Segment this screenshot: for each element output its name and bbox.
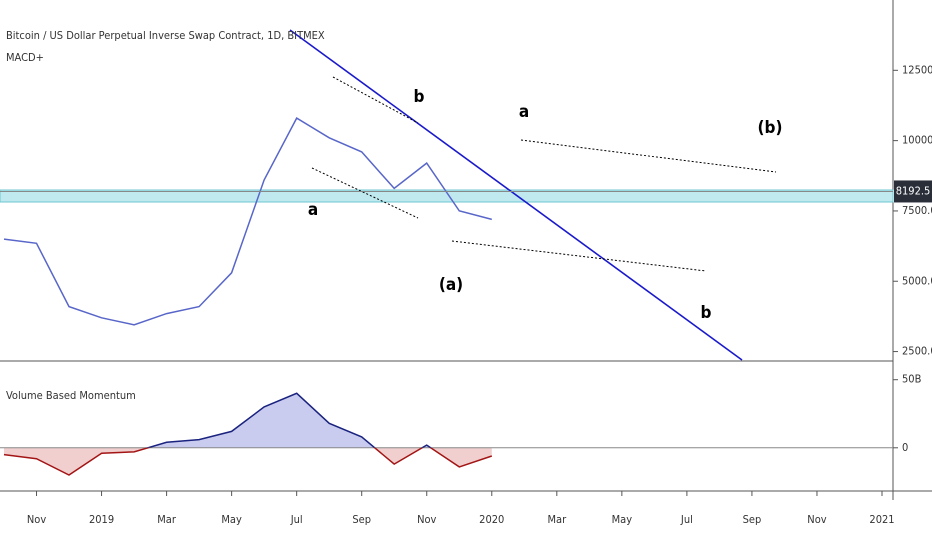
zone-band [0,189,894,203]
wave-label: b [414,87,425,107]
wave-label: (b) [758,118,783,138]
x-tick-label: 2021 [869,513,894,526]
trend-line [289,29,743,361]
x-tick-label: Jul [290,513,303,526]
x-tick-label: Jul [680,513,693,526]
x-tick-label: 2020 [479,513,504,526]
x-tick-label: Mar [157,513,177,526]
momentum-area [4,393,492,448]
y-tick-label: 0 [902,441,908,454]
y-tick-label: 7500.0 [902,204,932,217]
x-tick-label: 2019 [89,513,114,526]
wave-label: a [519,102,529,122]
chart-title: Bitcoin / US Dollar Perpetual Inverse Sw… [6,29,325,42]
projection-line [520,139,777,173]
momentum-line [3,447,493,476]
x-tick-label: Nov [807,513,826,526]
x-tick-label: Mar [547,513,567,526]
indicator-title: Volume Based Momentum [6,389,136,402]
y-tick-label: 10000.0 [902,134,932,147]
channel-line [311,167,419,219]
projection-line [451,240,707,272]
y-tick-label: 12500.0 [902,63,932,76]
last-price-label: 8192.5 [896,184,931,197]
x-tick-label: Nov [417,513,436,526]
wave-label: (a) [439,275,463,295]
indicator-label: MACD+ [6,51,44,64]
x-tick-label: Nov [27,513,46,526]
x-tick-label: Sep [352,513,371,526]
x-tick-label: May [221,513,242,526]
channel-line [332,76,419,124]
wave-label: a [308,200,318,220]
momentum-line [145,392,433,448]
y-tick-label: 50B [902,373,922,386]
last-price-box [894,180,932,203]
wave-label: b [701,303,712,323]
y-tick-label: 2500.0 [902,345,932,358]
y-tick-label: 5000.0 [902,274,932,287]
x-tick-label: May [612,513,633,526]
x-tick-label: Sep [743,513,762,526]
momentum-area [4,447,492,475]
price-line [3,117,492,326]
